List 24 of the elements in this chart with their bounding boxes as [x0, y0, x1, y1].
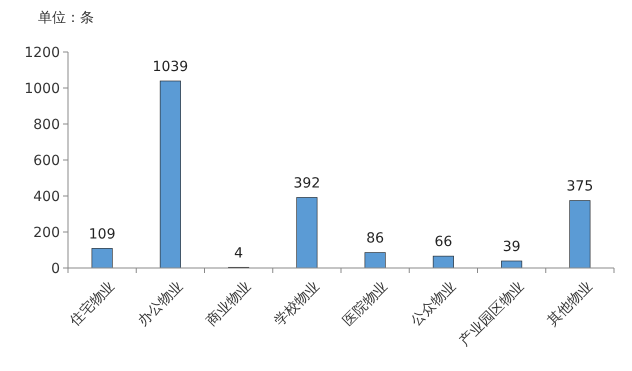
x-tick-label: 产业园区物业: [456, 278, 528, 350]
data-label: 39: [502, 238, 521, 255]
x-tick-label: 学校物业: [272, 278, 323, 330]
y-tick-label: 600: [33, 152, 60, 169]
y-tick-label: 1000: [24, 80, 60, 97]
data-label: 66: [434, 234, 452, 250]
data-label: 375: [566, 178, 594, 194]
x-tick-label: 公众物业: [408, 278, 460, 330]
data-label: 1039: [152, 58, 188, 75]
data-label: 86: [366, 230, 384, 247]
y-axis-title: 单位：条: [38, 10, 94, 26]
data-label: 392: [294, 175, 320, 192]
x-tick-label: 住宅物业: [66, 278, 118, 330]
x-tick-label: 商业物业: [203, 278, 254, 330]
x-tick-label: 办公物业: [135, 278, 186, 330]
x-tick-label: 其他物业: [544, 278, 596, 330]
y-tick-label: 1200: [24, 44, 60, 61]
data-label: 109: [88, 226, 116, 242]
y-tick-label: 200: [33, 224, 60, 241]
y-tick-label: 400: [33, 188, 60, 205]
y-tick-label: 0: [51, 260, 60, 277]
y-tick-label: 800: [33, 116, 60, 133]
data-label: 4: [234, 245, 244, 262]
x-tick-label: 医院物业: [340, 278, 391, 330]
